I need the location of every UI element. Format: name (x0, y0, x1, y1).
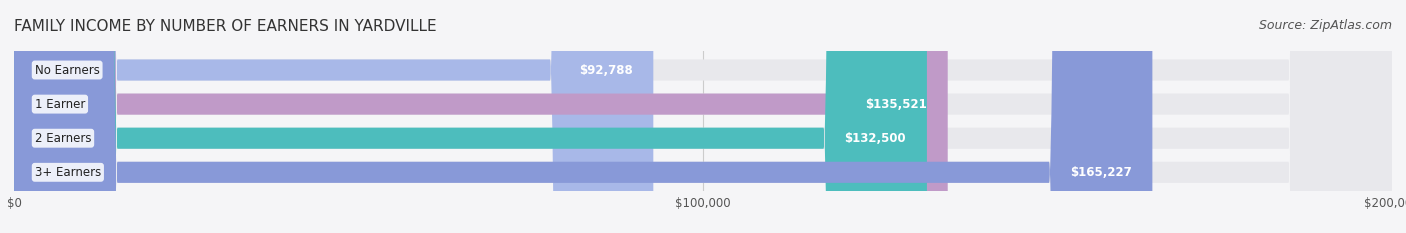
Text: 2 Earners: 2 Earners (35, 132, 91, 145)
FancyBboxPatch shape (14, 0, 948, 233)
Text: $92,788: $92,788 (579, 64, 633, 76)
FancyBboxPatch shape (14, 0, 1392, 233)
FancyBboxPatch shape (14, 0, 927, 233)
FancyBboxPatch shape (14, 0, 1153, 233)
FancyBboxPatch shape (14, 0, 1392, 233)
FancyBboxPatch shape (14, 0, 1392, 233)
Text: $132,500: $132,500 (845, 132, 907, 145)
Text: Source: ZipAtlas.com: Source: ZipAtlas.com (1258, 19, 1392, 32)
Text: $165,227: $165,227 (1070, 166, 1132, 179)
FancyBboxPatch shape (14, 0, 1392, 233)
FancyBboxPatch shape (14, 0, 654, 233)
Text: 1 Earner: 1 Earner (35, 98, 86, 111)
Text: No Earners: No Earners (35, 64, 100, 76)
Text: $135,521: $135,521 (865, 98, 927, 111)
Text: FAMILY INCOME BY NUMBER OF EARNERS IN YARDVILLE: FAMILY INCOME BY NUMBER OF EARNERS IN YA… (14, 19, 437, 34)
Text: 3+ Earners: 3+ Earners (35, 166, 101, 179)
